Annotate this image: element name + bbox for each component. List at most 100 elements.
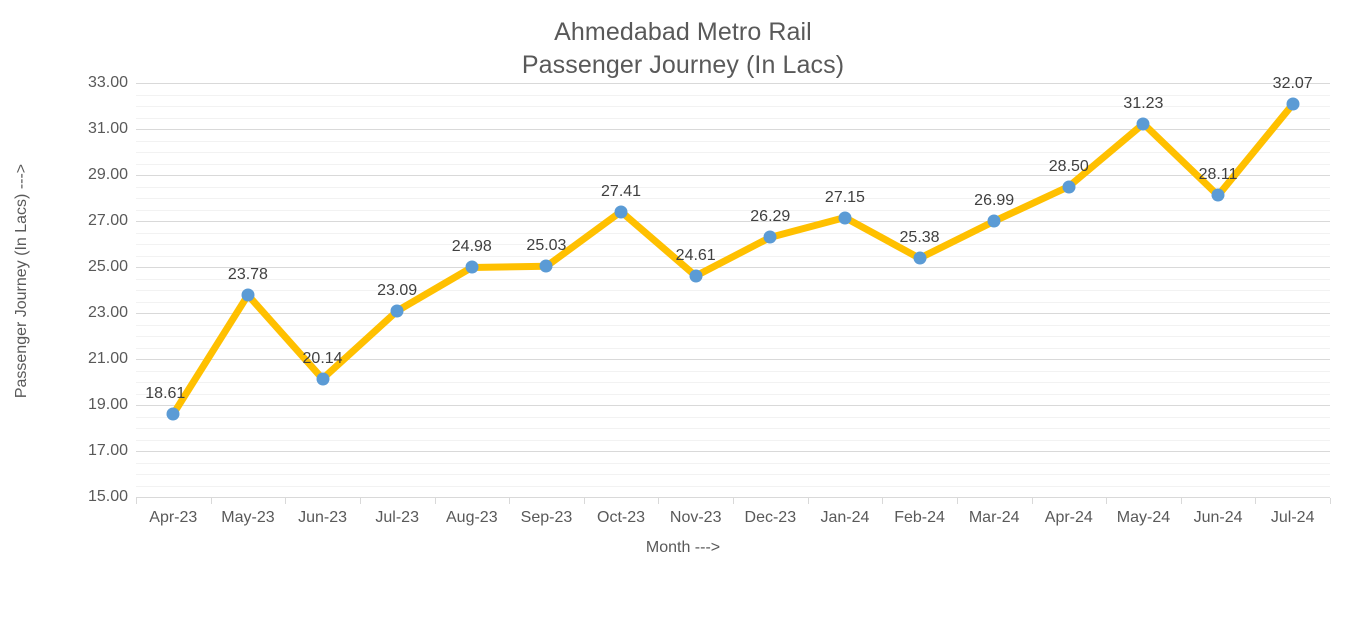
x-axis-tick-label: Jan-24 [820,509,870,526]
y-axis-tick-label: 21.00 [87,350,128,367]
data-point-label: 25.03 [526,237,567,255]
data-point-marker[interactable] [838,211,852,225]
y-axis-tick-label: 19.00 [87,396,128,413]
x-axis-tick-label: Jul-24 [1270,509,1315,526]
y-axis-tick-label: 29.00 [87,166,128,183]
chart-title-line-1: Ahmedabad Metro Rail [554,18,812,46]
data-point-marker[interactable] [241,288,255,302]
data-point-label: 24.98 [451,238,492,256]
data-point-label: 25.38 [899,229,940,247]
data-point-label: 26.99 [974,192,1015,210]
data-point-marker[interactable] [614,205,628,219]
data-point-label: 28.50 [1048,157,1089,175]
x-axis-tick-label: Nov-23 [669,509,722,526]
x-axis-tick-mark [434,498,436,504]
x-axis-tick-mark [285,498,287,504]
data-point-label: 28.11 [1198,166,1238,184]
y-axis-tick-label: 33.00 [87,74,128,91]
gridline-minor [136,163,1330,165]
x-axis-title: Month ---> [645,539,721,556]
x-axis-tick-mark [807,498,809,504]
data-point-label: 23.09 [377,281,418,299]
x-axis-tick-label: Oct-23 [597,509,646,526]
gridline-major [136,267,1330,268]
x-axis-tick-label: May-23 [221,509,275,526]
data-point-marker[interactable] [166,407,180,421]
data-point-marker[interactable] [316,372,330,386]
gridline-minor [136,428,1330,429]
x-axis-tick-mark [1106,498,1108,504]
gridline-minor [136,347,1330,349]
gridline-minor [136,152,1330,153]
y-axis-tick-label: 31.00 [87,120,128,137]
series-polyline [169,100,1297,418]
gridline-minor [136,209,1330,211]
gridline-minor [136,393,1330,395]
y-axis-tick-label: 23.00 [87,304,128,321]
gridline-minor [136,370,1330,372]
gridline-minor [136,244,1330,245]
chart-title-line-2: Passenger Journey (In Lacs) [521,51,845,79]
gridline-major [136,359,1330,360]
gridline-minor [136,474,1330,475]
gridline-minor [136,416,1330,418]
data-point-label: 24.61 [675,246,716,264]
gridline-minor [136,198,1330,199]
x-axis-tick-label: Aug-23 [446,509,498,526]
gridline-minor [136,485,1330,487]
y-axis-tick-label: 27.00 [87,212,128,229]
data-point-marker[interactable] [465,260,479,274]
data-point-marker[interactable] [390,304,404,318]
y-axis-title: Passenger Journey (In Lacs) ---> [13,163,30,399]
x-axis-tick-label: Dec-23 [744,509,797,526]
x-axis-tick-mark [583,498,585,504]
gridline-minor [136,278,1330,280]
x-axis-tick-mark [1031,498,1033,504]
data-point-marker[interactable] [1211,188,1225,202]
data-point-marker[interactable] [539,259,553,273]
x-axis-tick-mark [882,498,884,504]
data-point-marker[interactable] [1286,97,1300,111]
gridline-minor [136,301,1330,303]
gridline-minor [136,324,1330,326]
gridline-minor [136,382,1330,383]
x-axis-tick-mark [210,498,212,504]
gridline-major [136,175,1330,176]
data-point-marker[interactable] [1062,180,1076,193]
gridline-minor [136,290,1330,291]
gridline-major [136,221,1330,222]
gridline-major [136,313,1330,314]
y-axis-tick-label: 15.00 [87,488,128,505]
gridline-minor [136,117,1330,119]
data-point-marker[interactable] [913,251,927,265]
gridline-minor [136,462,1330,464]
x-axis-tick-label: Sep-23 [520,509,573,526]
x-axis-tick-mark [509,498,511,504]
y-axis-tick-label: 25.00 [87,258,128,275]
data-point-marker[interactable] [689,269,703,283]
data-point-label: 27.15 [824,188,865,206]
x-axis-tick-label: May-24 [1116,509,1171,526]
x-axis-line [136,497,1330,498]
plot-area: 18.61 23.78 20.14 23.09 24.98 25.03 27.41 24.61… [136,75,1330,498]
x-axis-tick-label: Jun-23 [298,509,348,526]
chart-title: Ahmedabad Metro Rail Passenger Journey (… [0,16,1366,82]
gridline-major [136,451,1330,452]
x-axis-tick-mark [359,498,361,504]
gridline-minor [136,232,1330,234]
data-point-label: 31.23 [1123,94,1164,112]
gridline-minor [136,106,1330,107]
data-point-label: 18.61 [145,384,186,402]
y-axis-tick-labels: 33.00 31.00 29.00 27.00 25.00 23.00 21.00 19.00… [56,0,128,625]
x-axis-tick-label: Jul-23 [375,509,419,526]
gridline-minor [136,94,1330,96]
data-point-label: 20.14 [302,349,343,367]
gridline-minor [136,186,1330,188]
data-point-marker[interactable] [763,230,777,244]
x-axis-tick-mark [733,498,734,504]
data-point-marker[interactable] [1136,117,1150,131]
gridline-minor [136,336,1330,337]
gridline-major [136,83,1330,84]
x-axis-tick-label: Apr-23 [149,509,198,526]
data-point-marker[interactable] [987,214,1001,228]
